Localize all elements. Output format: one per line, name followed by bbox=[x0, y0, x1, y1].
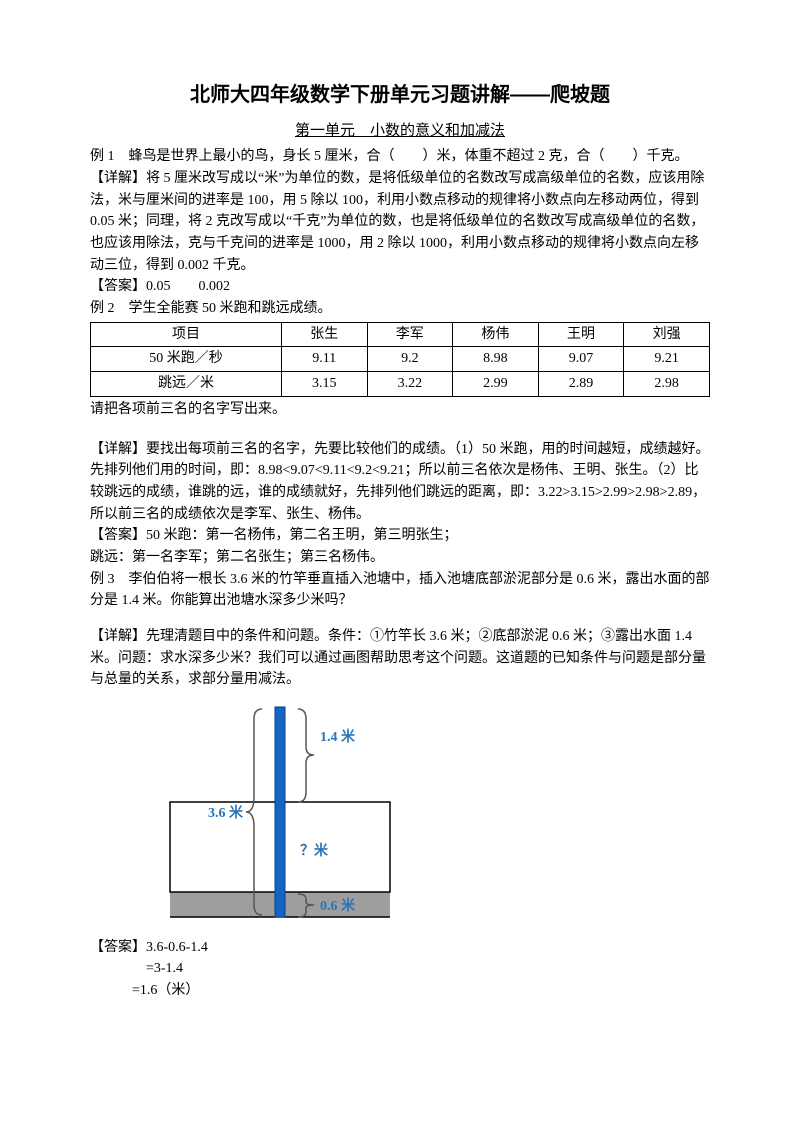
cell: 9.21 bbox=[624, 347, 710, 372]
ex2-explain: 【详解】要找出每项前三名的名字，先要比较他们的成绩。（1）50 米跑，用的时间越… bbox=[90, 439, 710, 526]
ex1-explain: 【详解】将 5 厘米改写成以“米”为单位的数，是将低级单位的名数改写成高级单位的… bbox=[90, 168, 710, 276]
ex3-answer-l1: 【答案】3.6-0.6-1.4 bbox=[90, 937, 710, 959]
results-table: 项目 张生 李军 杨伟 王明 刘强 50 米跑／秒 9.11 9.2 8.98 … bbox=[90, 322, 710, 397]
ex3-explain: 【详解】先理清题目中的条件和问题。条件：①竹竿长 3.6 米；②底部淤泥 0.6… bbox=[90, 626, 710, 691]
ex2-note: 请把各项前三名的名字写出来。 bbox=[90, 399, 710, 421]
unit-subtitle: 第一单元 小数的意义和加减法 bbox=[90, 119, 710, 142]
th-yang: 杨伟 bbox=[453, 322, 539, 347]
pond-diagram: 3.6 米 1.4 米 ？米 0.6 米 bbox=[150, 697, 410, 935]
ex3-stem: 例 3 李伯伯将一根长 3.6 米的竹竿垂直插入池塘中，插入池塘底部淤泥部分是 … bbox=[90, 569, 710, 612]
th-li: 李军 bbox=[367, 322, 453, 347]
th-zhang: 张生 bbox=[281, 322, 367, 347]
ex3-answer-l2: =3-1.4 bbox=[90, 958, 710, 980]
cell: 2.99 bbox=[453, 372, 539, 397]
table-row: 50 米跑／秒 9.11 9.2 8.98 9.07 9.21 bbox=[91, 347, 710, 372]
cell: 2.98 bbox=[624, 372, 710, 397]
cell: 3.15 bbox=[281, 372, 367, 397]
th-project: 项目 bbox=[91, 322, 282, 347]
label-mid: ？米 bbox=[300, 842, 329, 859]
cell: 3.22 bbox=[367, 372, 453, 397]
cell: 9.07 bbox=[538, 347, 624, 372]
cell: 2.89 bbox=[538, 372, 624, 397]
ex3-answer-l3: =1.6（米） bbox=[90, 980, 710, 1002]
label-bottom: 0.6 米 bbox=[320, 897, 356, 914]
cell: 9.2 bbox=[367, 347, 453, 372]
cell: 跳远／米 bbox=[91, 372, 282, 397]
ex2-answer2: 跳远：第一名李军；第二名张生；第三名杨伟。 bbox=[90, 547, 710, 569]
cell: 9.11 bbox=[281, 347, 367, 372]
table-header-row: 项目 张生 李军 杨伟 王明 刘强 bbox=[91, 322, 710, 347]
label-total: 3.6 米 bbox=[208, 804, 244, 821]
th-liu: 刘强 bbox=[624, 322, 710, 347]
cell: 50 米跑／秒 bbox=[91, 347, 282, 372]
page-title: 北师大四年级数学下册单元习题讲解——爬坡题 bbox=[90, 80, 710, 111]
ex2-stem: 例 2 学生全能赛 50 米跑和跳远成绩。 bbox=[90, 298, 710, 320]
ex1-answer: 【答案】0.05 0.002 bbox=[90, 276, 710, 298]
ex2-answer1: 【答案】50 米跑：第一名杨伟，第二名王明，第三明张生； bbox=[90, 525, 710, 547]
table-row: 跳远／米 3.15 3.22 2.99 2.89 2.98 bbox=[91, 372, 710, 397]
cell: 8.98 bbox=[453, 347, 539, 372]
ex1-stem: 例 1 蜂鸟是世界上最小的鸟，身长 5 厘米，合（ ）米，体重不超过 2 克，合… bbox=[90, 146, 710, 168]
label-top: 1.4 米 bbox=[320, 728, 356, 745]
th-wang: 王明 bbox=[538, 322, 624, 347]
